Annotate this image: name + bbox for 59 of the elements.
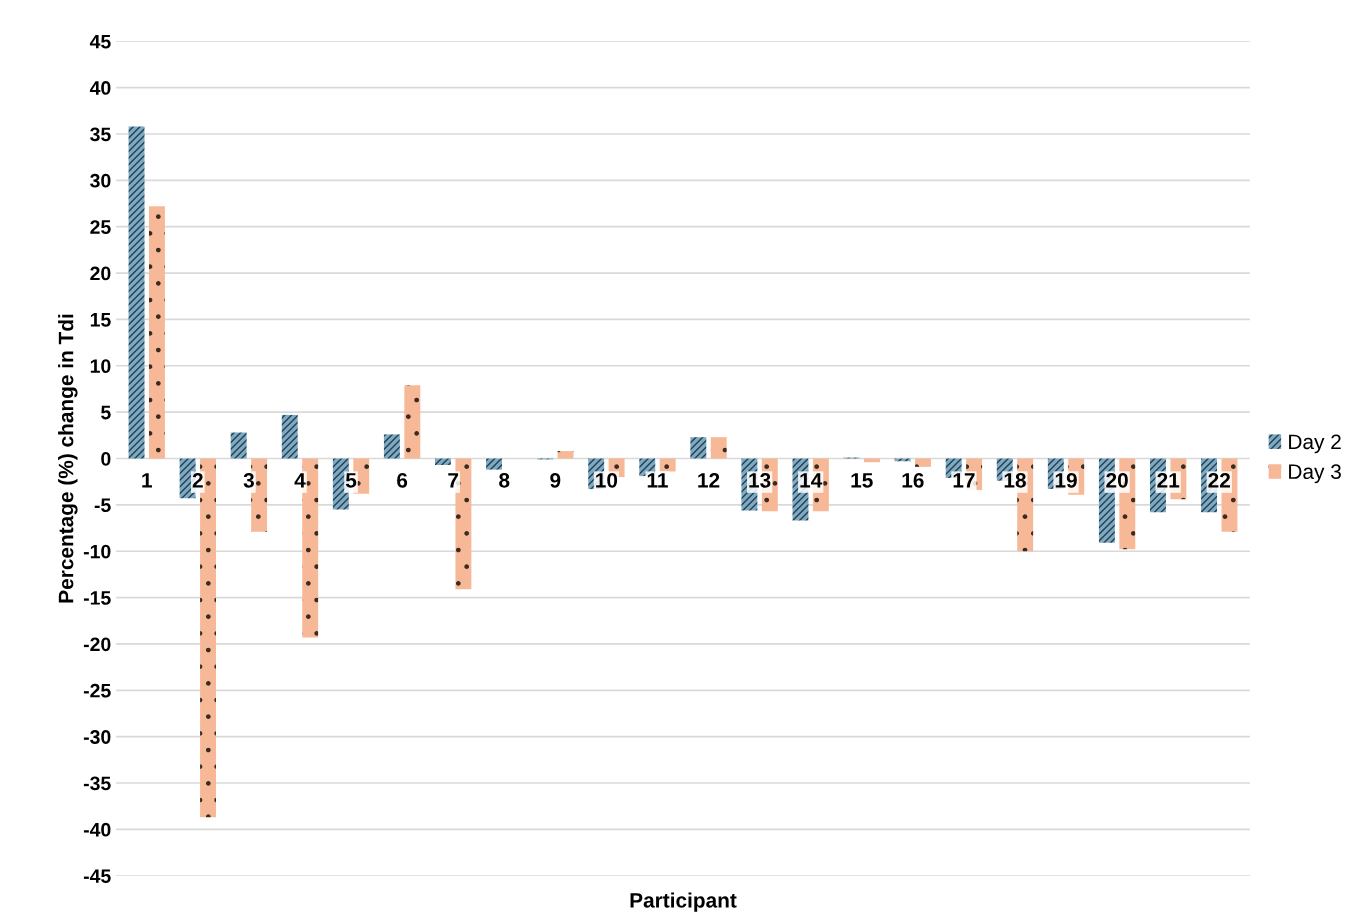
x-tick-label: 8 <box>499 472 510 488</box>
x-tick-label: 22 <box>1208 472 1230 488</box>
x-tick-label: 18 <box>1004 472 1026 488</box>
x-tick-label: 6 <box>397 472 408 488</box>
x-tick-label: 7 <box>448 473 459 488</box>
x-tick-label: 14 <box>800 473 823 488</box>
y-tick-label: -15 <box>83 591 111 605</box>
y-tick-label: -45 <box>83 869 111 883</box>
y-tick-label: 35 <box>90 127 111 142</box>
bar <box>557 451 574 459</box>
y-tick-label: 0 <box>101 451 111 466</box>
y-tick-label: 15 <box>90 313 111 327</box>
bar <box>915 458 931 467</box>
y-tick-label: 40 <box>89 81 111 95</box>
legend-label: Day 2 <box>1289 434 1341 454</box>
x-tick-label: 19 <box>1055 472 1077 488</box>
y-tick-label: 45 <box>89 34 111 49</box>
y-tick-label: 10 <box>90 359 111 374</box>
bar <box>690 437 707 459</box>
y-tick-label: -30 <box>83 730 111 744</box>
y-tick-label: -10 <box>83 544 111 559</box>
x-tick-label: 17 <box>953 473 975 488</box>
y-tick-label: -20 <box>83 637 111 652</box>
bar <box>230 432 247 459</box>
legend-label: Day 3 <box>1289 464 1341 484</box>
y-axis-title: Percentage (%) change in Tdi <box>58 314 78 603</box>
x-tick-label: 1 <box>142 473 152 488</box>
bar <box>435 458 451 465</box>
y-tick-label: 25 <box>90 220 111 234</box>
y-tick-label: 5 <box>101 405 111 420</box>
x-tick-label: 5 <box>345 473 357 488</box>
x-axis-title: Participant <box>630 892 737 912</box>
bar <box>404 385 421 459</box>
x-tick-label: 4 <box>294 473 306 488</box>
bar <box>149 206 165 459</box>
x-tick-label: 10 <box>596 472 618 488</box>
bar <box>383 434 400 459</box>
x-tick-label: 13 <box>749 472 771 488</box>
x-tick-label: 11 <box>647 473 668 488</box>
x-tick-label: 9 <box>550 472 561 488</box>
y-tick-label: -35 <box>83 776 111 791</box>
bar <box>710 437 727 459</box>
bar <box>128 126 145 459</box>
x-tick-label: 15 <box>851 473 873 488</box>
x-tick-label: 21 <box>1157 472 1180 488</box>
x-tick-label: 2 <box>192 472 203 488</box>
y-tick-label: -40 <box>83 822 111 837</box>
y-tick-label: -5 <box>94 498 111 513</box>
y-tick-label: -25 <box>83 683 111 698</box>
bar <box>894 458 911 462</box>
bar <box>281 414 298 459</box>
bar <box>486 458 502 470</box>
x-tick-label: 16 <box>902 472 924 488</box>
y-tick-label: 20 <box>90 266 111 281</box>
bar <box>864 458 880 463</box>
x-tick-label: 20 <box>1106 472 1128 488</box>
y-tick-label: 30 <box>90 173 111 188</box>
x-tick-label: 3 <box>243 472 254 488</box>
x-tick-label: 12 <box>698 472 720 488</box>
